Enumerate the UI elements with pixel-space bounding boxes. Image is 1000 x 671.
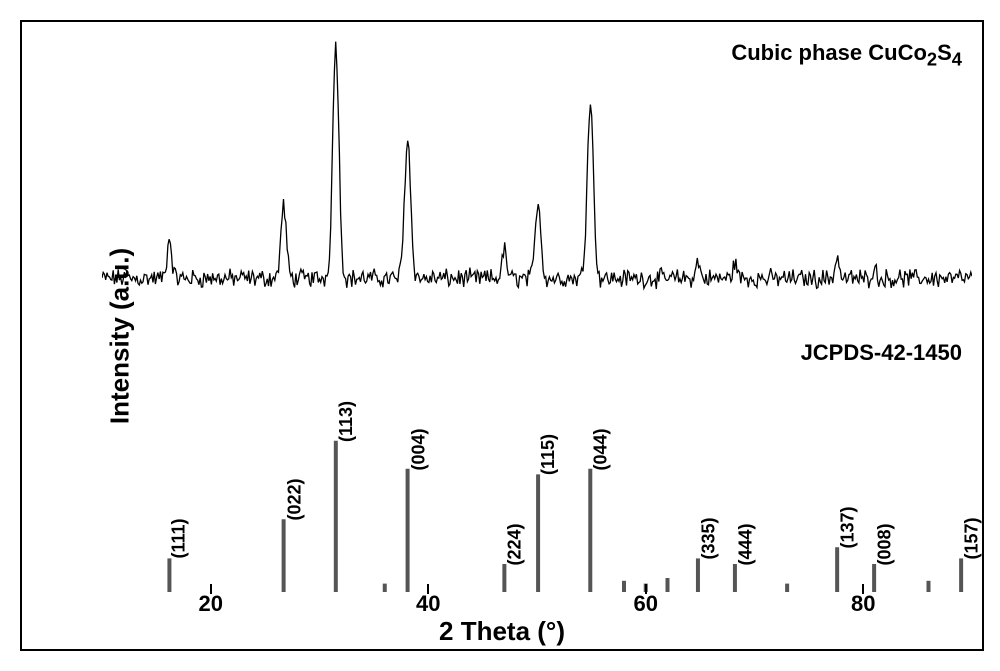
- x-tick-label: 20: [199, 591, 223, 617]
- x-axis-label: 2 Theta (°): [439, 616, 565, 647]
- miller-index-label: (113): [336, 401, 357, 442]
- miller-index-label: (111): [169, 519, 190, 559]
- miller-index-label: (224): [505, 523, 526, 565]
- sample-phase-label: Cubic phase CuCo2S4: [731, 40, 962, 70]
- miller-index-label: (137): [838, 507, 859, 549]
- miller-index-label: (008): [875, 523, 896, 565]
- x-tick-label: 80: [851, 591, 875, 617]
- x-tick-label: 60: [634, 591, 658, 617]
- xrd-chart: Intensity (a.u.) 2 Theta (°) 20406080Cub…: [20, 20, 984, 651]
- miller-index-label: (157): [962, 518, 983, 560]
- miller-index-label: (115): [538, 434, 559, 475]
- miller-index-label: (004): [408, 428, 429, 470]
- miller-index-label: (022): [284, 479, 305, 521]
- reference-card-label: JCPDS-42-1450: [801, 340, 962, 366]
- x-tick-label: 40: [416, 591, 440, 617]
- miller-index-label: (444): [735, 523, 756, 565]
- miller-index-label: (044): [591, 428, 612, 470]
- miller-index-label: (335): [698, 518, 719, 560]
